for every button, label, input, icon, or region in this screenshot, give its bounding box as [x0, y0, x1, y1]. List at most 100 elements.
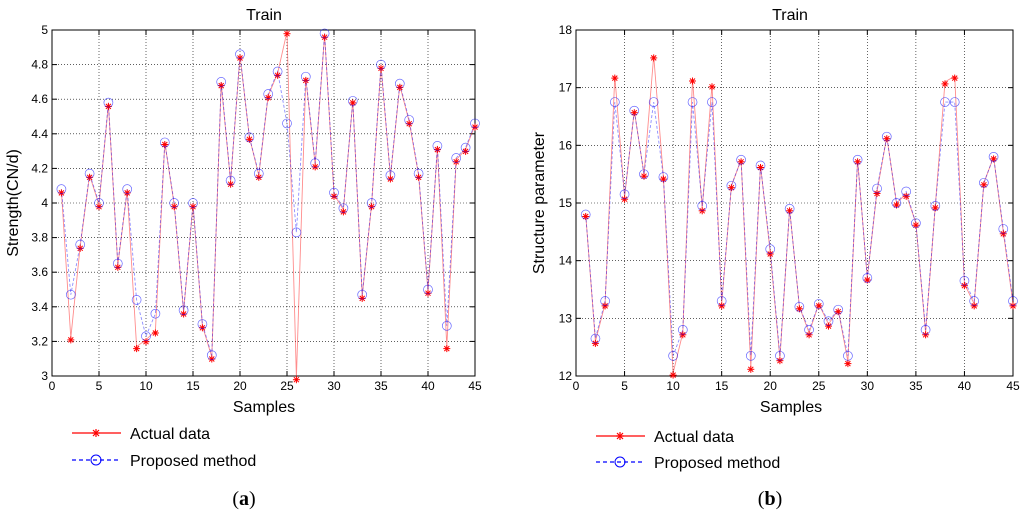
panel-b-x-axis-label: Samples [760, 399, 822, 416]
data-point-actual-data [698, 207, 706, 215]
y-tick-label: 3.4 [31, 300, 48, 314]
data-point-proposed-method [159, 137, 170, 148]
y-tick-label: 3.8 [31, 231, 48, 245]
y-tick-label: 14 [559, 254, 573, 268]
legend-label-proposed-method: Proposed method [654, 455, 780, 472]
data-point-actual-data [650, 54, 658, 62]
data-point-proposed-method [272, 66, 283, 77]
data-point-proposed-method [178, 305, 189, 316]
data-point-actual-data [302, 76, 310, 84]
x-tick-label: 0 [49, 379, 56, 393]
data-point-proposed-method [84, 168, 95, 179]
data-point-proposed-method [639, 169, 649, 180]
x-tick-label: 35 [909, 379, 923, 393]
data-point-actual-data [591, 339, 599, 347]
data-point-proposed-method [833, 304, 844, 315]
data-point-proposed-method [775, 350, 785, 361]
data-point-proposed-method [901, 186, 912, 197]
data-point-actual-data [133, 345, 141, 353]
data-point-proposed-method [726, 180, 737, 191]
data-point-proposed-method [206, 350, 217, 361]
data-point-actual-data [170, 203, 178, 211]
data-point-proposed-method [979, 177, 989, 188]
data-point-proposed-method [784, 203, 795, 214]
data-point-proposed-method [65, 289, 76, 300]
y-tick-label: 3 [41, 369, 48, 383]
data-point-proposed-method [668, 350, 678, 361]
data-point-proposed-method [697, 201, 708, 211]
data-point-proposed-method [862, 273, 873, 283]
legend-marker-asterisk-icon [92, 429, 100, 437]
data-point-actual-data [999, 230, 1007, 238]
x-tick-label: 15 [186, 379, 200, 393]
data-point-proposed-method [122, 184, 133, 195]
x-tick-label: 25 [812, 379, 826, 393]
data-point-actual-data [601, 302, 609, 310]
data-point-proposed-method [329, 187, 339, 198]
data-point-proposed-method [56, 184, 67, 195]
data-point-proposed-method [253, 168, 264, 179]
data-point-proposed-method [969, 296, 980, 306]
data-point-proposed-method [804, 325, 814, 335]
panel-b-caption: (b) [758, 488, 782, 510]
data-point-actual-data [621, 195, 629, 203]
data-point-proposed-method [338, 203, 349, 214]
panel-a-legend: Actual data Proposed method [72, 426, 256, 470]
data-point-proposed-method [244, 132, 255, 143]
data-point-proposed-method [404, 115, 415, 125]
panel-a-caption-letter: a [239, 488, 249, 510]
data-point-actual-data [873, 190, 881, 197]
data-point-proposed-method [765, 244, 776, 254]
data-point-actual-data [151, 329, 159, 337]
data-point-proposed-method [319, 28, 330, 39]
data-point-proposed-method [930, 201, 941, 211]
x-tick-label: 0 [573, 379, 580, 393]
data-point-proposed-method [959, 276, 970, 286]
data-point-proposed-method [423, 284, 433, 295]
y-tick-label: 16 [559, 138, 573, 152]
x-tick-label: 10 [139, 379, 153, 393]
y-tick-label: 18 [559, 23, 573, 37]
data-point-actual-data [689, 77, 696, 85]
x-tick-label: 15 [715, 379, 729, 393]
data-point-actual-data [941, 80, 949, 88]
y-tick-label: 4.4 [31, 127, 48, 141]
data-point-proposed-method [648, 97, 659, 107]
data-point-proposed-method [677, 325, 688, 335]
data-point-proposed-method [103, 97, 114, 108]
x-tick-label: 25 [280, 379, 294, 393]
y-tick-label: 17 [559, 81, 573, 95]
data-point-proposed-method [347, 96, 358, 106]
panel-a-y-axis-label: Strength(CN/d) [5, 149, 22, 257]
x-tick-label: 30 [327, 379, 341, 393]
x-tick-label: 10 [666, 379, 680, 393]
panel-b-y-axis-label: Structure parameter [531, 131, 548, 274]
data-point-proposed-method [940, 97, 950, 107]
data-point-proposed-method [949, 97, 960, 107]
data-point-proposed-method [94, 198, 104, 208]
data-point-actual-data [386, 175, 394, 183]
data-point-proposed-method [282, 118, 292, 129]
data-point-proposed-method [460, 142, 471, 153]
series-line-proposed-method [60, 33, 476, 356]
data-point-proposed-method [394, 78, 405, 89]
data-point-actual-data [883, 135, 891, 143]
data-point-proposed-method [216, 77, 227, 87]
data-point-proposed-method [197, 319, 208, 329]
data-point-proposed-method [385, 170, 396, 181]
data-point-actual-data [708, 83, 716, 91]
data-point-proposed-method [1008, 296, 1018, 306]
y-tick-label: 4 [41, 196, 48, 210]
data-point-proposed-method [300, 71, 311, 82]
panel-a-x-axis-label: Samples [233, 399, 295, 416]
legend-label-actual-data: Actual data [130, 426, 210, 443]
data-point-proposed-method [451, 153, 462, 163]
data-point-proposed-method [357, 289, 368, 300]
data-point-actual-data [1009, 302, 1017, 310]
x-tick-label: 40 [421, 379, 435, 393]
x-tick-label: 20 [233, 379, 247, 393]
y-tick-label: 4.8 [31, 58, 48, 72]
data-point-proposed-method [658, 172, 669, 182]
data-point-proposed-method [881, 131, 892, 142]
data-point-proposed-method [376, 59, 386, 70]
